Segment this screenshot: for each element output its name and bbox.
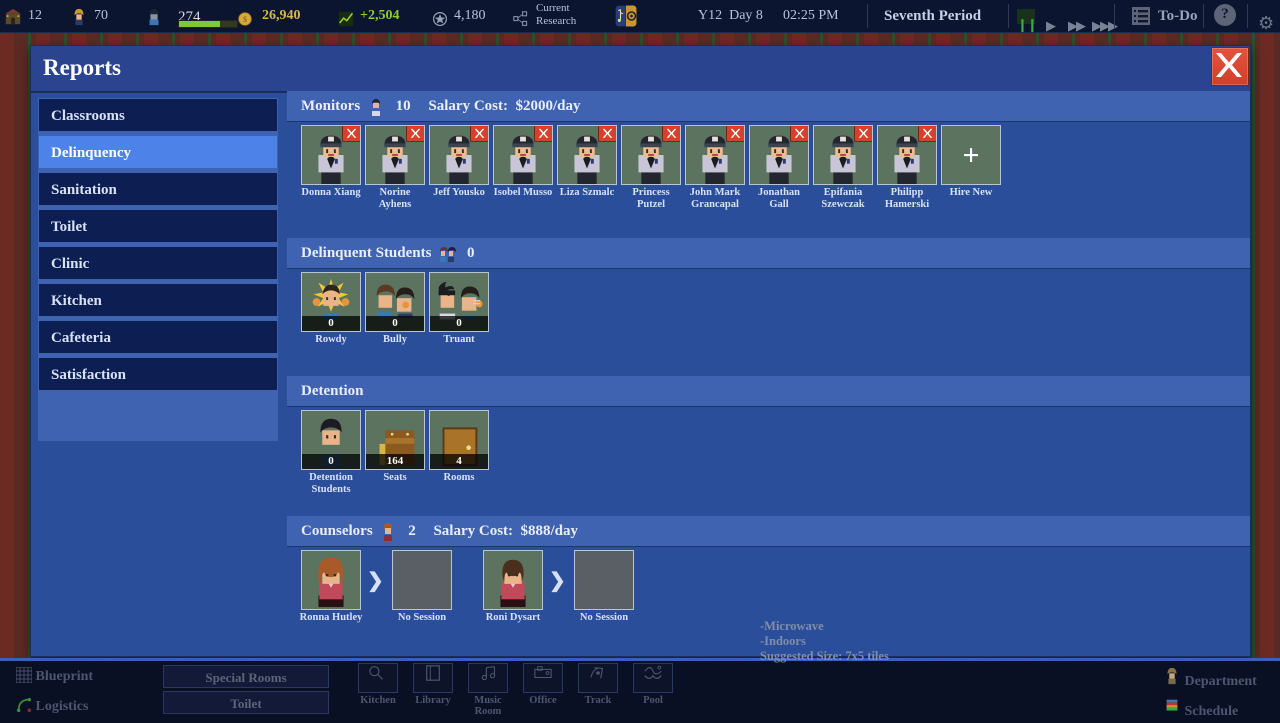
svg-text:$: $: [243, 15, 247, 24]
